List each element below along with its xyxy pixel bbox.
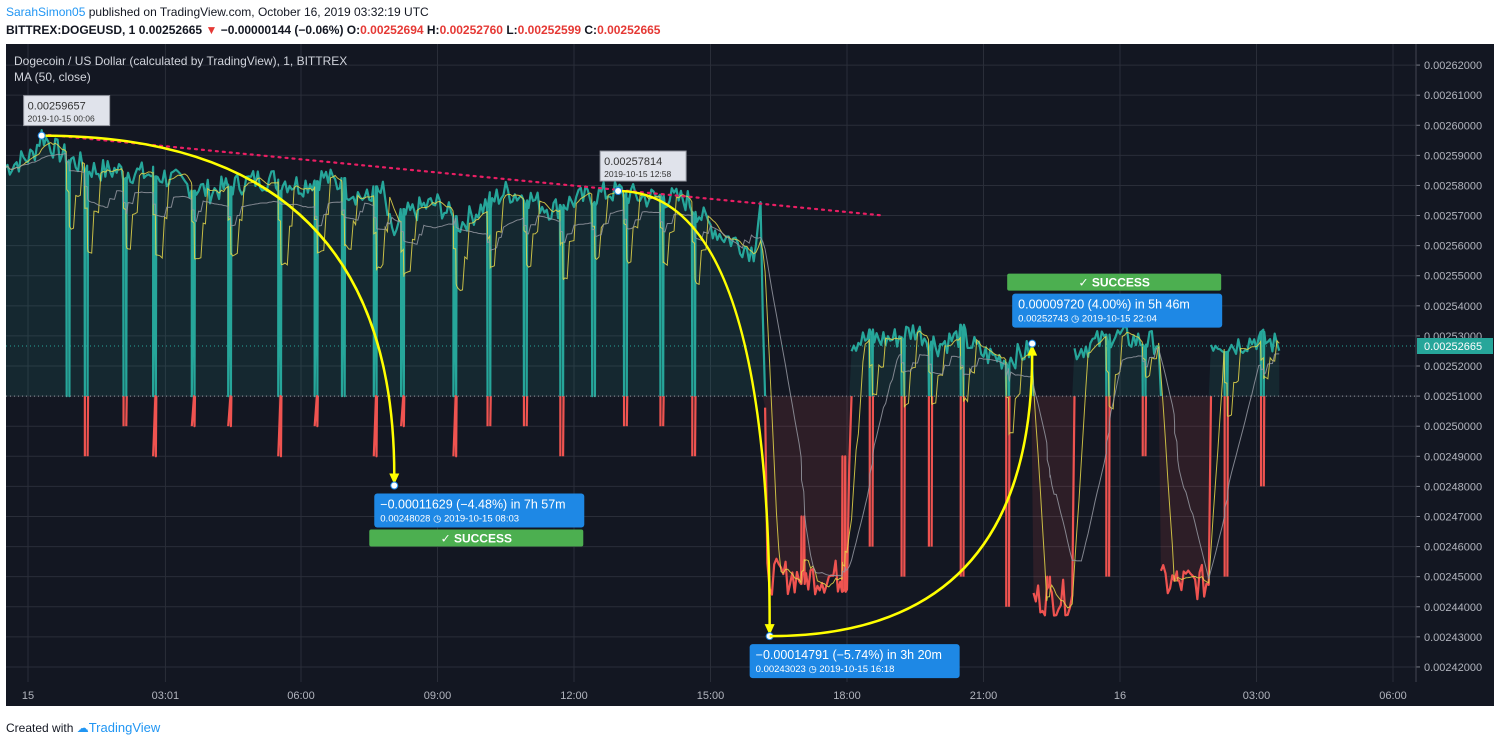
y-tick-label: 0.00254000 xyxy=(1424,301,1482,313)
y-tick-label: 0.00256000 xyxy=(1424,241,1482,253)
measure-label-text: 0.00009720 (4.00%) in 5h 46m xyxy=(1018,298,1190,312)
series-layer xyxy=(6,129,1281,617)
arrow-head-icon xyxy=(1027,344,1038,356)
high-value: 0.00252760 xyxy=(439,23,503,37)
y-tick-label: 0.00252000 xyxy=(1424,361,1482,373)
price-chart[interactable]: 0.00262000 0.00261000 0.00260000 0.00259000… xyxy=(0,42,1500,707)
measure-label-text: −0.00011629 (−4.48%) in 7h 57m xyxy=(380,498,565,512)
price-line-up xyxy=(6,129,1281,398)
down-arrow-icon: ▼ xyxy=(205,23,218,37)
y-tick-label: 0.00248000 xyxy=(1424,481,1482,493)
measure-label-box xyxy=(749,644,960,679)
measure-end-dot xyxy=(1028,339,1037,348)
x-tick-label: 06:00 xyxy=(287,690,315,702)
last-price-badge xyxy=(1417,337,1493,354)
indicator-label: MA (50, close) xyxy=(14,70,91,84)
last-price-label: 0.00252665 xyxy=(1424,341,1482,353)
resistance-trendline xyxy=(40,133,885,217)
price-change: −0.00000144 (−0.06%) xyxy=(220,23,344,37)
y-tick-label: 0.00261000 xyxy=(1424,90,1482,102)
price-note-price: 0.00257814 xyxy=(604,156,662,168)
y-tick-label: 0.00245000 xyxy=(1424,572,1482,584)
high-label: H: xyxy=(426,23,440,37)
price-note-time: 2019-10-15 12:58 xyxy=(604,169,671,179)
tradingview-brand[interactable]: TradingView xyxy=(88,720,161,735)
x-tick-label: 03:00 xyxy=(1243,690,1271,702)
y-tick-label: 0.00243000 xyxy=(1424,632,1482,644)
measure-label-detail: 0.00252743 ◷ 2019-10-15 22:04 xyxy=(1018,314,1157,325)
measure-label-detail: 0.00248028 ◷ 2019-10-15 08:03 xyxy=(380,514,519,525)
published-text: published on TradingView.com, October 16… xyxy=(85,5,429,19)
y-tick-label: 0.00257000 xyxy=(1424,211,1482,223)
tradingview-logo-icon: ☁ xyxy=(76,721,89,735)
y-tick-label: 0.00262000 xyxy=(1424,60,1482,72)
footer: Created with ☁TradingView xyxy=(6,720,160,735)
low-value: 0.00252599 xyxy=(517,23,582,37)
y-tick-label: 0.00249000 xyxy=(1424,451,1482,463)
open-value: 0.00252694 xyxy=(360,23,424,37)
price-note-time: 2019-10-15 00:06 xyxy=(28,114,95,124)
author-link[interactable]: SarahSimon05 xyxy=(6,5,86,19)
success-badge xyxy=(369,529,584,547)
y-tick-label: 0.00251000 xyxy=(1424,391,1482,403)
annotation-point xyxy=(614,187,623,196)
symbol-label: BITTREX:DOGEUSD, 1 xyxy=(6,23,136,37)
close-value: 0.00252665 xyxy=(597,23,661,37)
chart-header: SarahSimon05 published on TradingView.co… xyxy=(0,0,1500,42)
time-scale xyxy=(6,682,1494,706)
close-label: C: xyxy=(584,23,598,37)
measure-label: −0.00011629 (−4.48%) in 7h 57m 0.00248028… xyxy=(369,493,585,547)
measure-label-text: −0.00014791 (−5.74%) in 3h 20m xyxy=(756,648,942,662)
x-tick-label: 06:00 xyxy=(1379,690,1407,702)
open-label: O: xyxy=(346,23,361,37)
price-note-box xyxy=(599,150,687,182)
symbol-info: BITTREX:DOGEUSD, 1 0.00252665 ▼ −0.00000… xyxy=(6,23,660,37)
measure-label: −0.00014791 (−5.74%) in 3h 20m 0.00243023… xyxy=(749,644,960,679)
y-tick-label: 0.00260000 xyxy=(1424,120,1482,132)
y-tick-label: 0.00242000 xyxy=(1424,662,1482,674)
price-note-box xyxy=(23,95,111,127)
price-note-price: 0.00259657 xyxy=(28,101,86,113)
measure-curve xyxy=(41,134,396,476)
measure-label: 0.00009720 (4.00%) in 5h 46m 0.00252743 ◷… xyxy=(1007,273,1223,328)
x-tick-label: 15 xyxy=(22,690,34,702)
chart-title: Dogecoin / US Dollar (calculated by Trad… xyxy=(14,54,347,68)
measure-curve xyxy=(618,189,771,627)
x-tick-label: 21:00 xyxy=(970,690,998,702)
x-tick-label: 16 xyxy=(1114,690,1126,702)
y-tick-label: 0.00250000 xyxy=(1424,421,1482,433)
y-tick-label: 0.00258000 xyxy=(1424,180,1482,192)
measure-end-dot xyxy=(390,481,399,490)
measure-label-box xyxy=(1012,293,1223,328)
y-tick-label: 0.00247000 xyxy=(1424,511,1482,523)
success-badge xyxy=(1007,273,1222,291)
x-tick-label: 15:00 xyxy=(697,690,725,702)
x-tick-label: 09:00 xyxy=(424,690,452,702)
arrow-head-icon xyxy=(764,624,775,636)
last-price: 0.00252665 xyxy=(138,23,203,37)
created-with-text: Created with xyxy=(6,721,74,735)
publish-info: SarahSimon05 published on TradingView.co… xyxy=(6,5,429,19)
x-tick-label: 18:00 xyxy=(833,690,861,702)
y-tick-label: 0.00255000 xyxy=(1424,271,1482,283)
success-badge-text: ✓ SUCCESS xyxy=(441,532,512,546)
success-badge-text: ✓ SUCCESS xyxy=(1078,276,1149,290)
measure-label-box xyxy=(374,493,585,528)
x-tick-label: 12:00 xyxy=(560,690,588,702)
y-tick-label: 0.00246000 xyxy=(1424,542,1482,554)
measure-label-detail: 0.00243023 ◷ 2019-10-15 16:18 xyxy=(756,664,895,675)
ma-slow-line xyxy=(6,153,1280,579)
x-tick-label: 03:01 xyxy=(152,690,180,702)
arrow-head-icon xyxy=(389,473,400,485)
low-label: L: xyxy=(506,23,518,37)
annotation-point xyxy=(37,131,46,140)
y-tick-label: 0.00259000 xyxy=(1424,150,1482,162)
y-tick-label: 0.00244000 xyxy=(1424,602,1482,614)
measure-curve xyxy=(769,353,1034,638)
price-scale xyxy=(1416,44,1494,682)
